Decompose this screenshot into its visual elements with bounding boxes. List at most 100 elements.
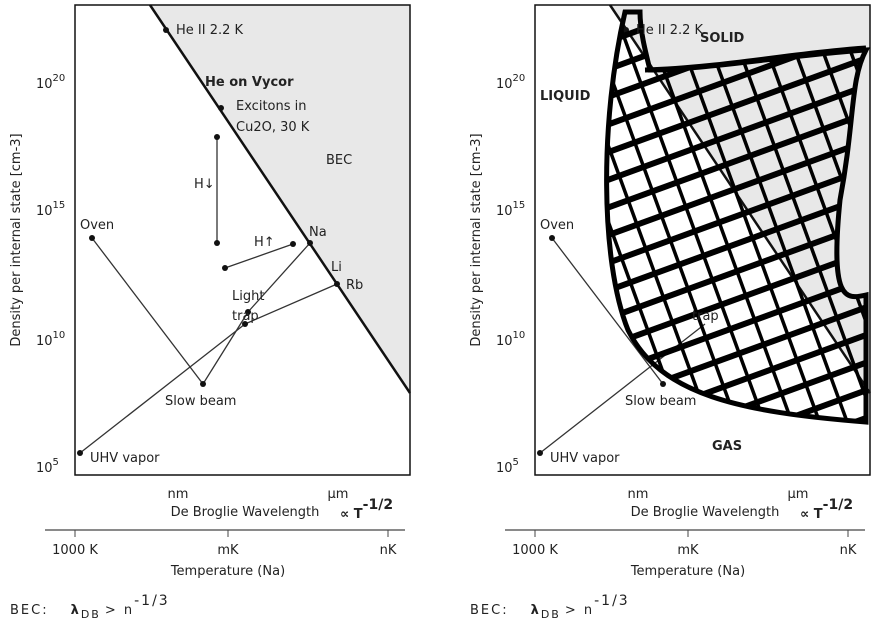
annotation: He on Vycor xyxy=(205,75,294,90)
tick-base: 10 xyxy=(36,334,53,349)
annotation: Slow beam xyxy=(625,394,696,409)
temp-axis-title: Temperature (Na) xyxy=(630,564,745,579)
annotation: UHV vapor xyxy=(550,451,620,466)
temp-tick-label: 1000 K xyxy=(52,543,98,558)
formula-sub: DB xyxy=(541,608,561,621)
tick-base: 10 xyxy=(496,204,513,219)
trajectory xyxy=(551,237,664,385)
superscript: -1/2 xyxy=(363,497,393,513)
annotation: trap xyxy=(232,309,259,324)
marker xyxy=(245,309,251,315)
prop-text: ∝ T xyxy=(800,507,823,522)
tick-base: 10 xyxy=(496,77,513,92)
marker xyxy=(549,235,555,241)
temp-tick-label: mK xyxy=(677,543,699,558)
y-tick-label: 1015 xyxy=(36,200,65,219)
x-label: µm xyxy=(328,487,349,502)
annotation: Oven xyxy=(540,218,574,233)
marker xyxy=(214,240,220,246)
tick-base: 10 xyxy=(496,461,513,476)
y-tick-label: 105 xyxy=(496,457,519,476)
formula-rhs: > n xyxy=(565,603,594,618)
annotation: SOLID xyxy=(700,31,745,46)
marker xyxy=(218,105,224,111)
marker xyxy=(77,450,83,456)
proportionality: ∝ T-1/2 xyxy=(340,497,393,522)
annotation: Excitons in xyxy=(236,99,306,114)
formula-rhs: > n xyxy=(105,603,134,618)
annotation: Light xyxy=(232,289,264,304)
trajectory xyxy=(247,242,311,313)
superscript: 5 xyxy=(513,457,519,468)
superscript: 20 xyxy=(513,73,526,84)
y-tick-label: 105 xyxy=(36,457,59,476)
annotation: H↓ xyxy=(194,177,215,192)
x-label: nm xyxy=(628,487,649,502)
marker xyxy=(307,240,313,246)
y-tick-label: 1010 xyxy=(496,330,525,349)
superscript: 10 xyxy=(513,330,526,341)
marker xyxy=(222,265,228,271)
x-axis-title: De Broglie Wavelength xyxy=(171,505,320,520)
temp-axis-title: Temperature (Na) xyxy=(170,564,285,579)
trajectory xyxy=(202,311,249,385)
formula-sub: DB xyxy=(81,608,101,621)
trajectory xyxy=(91,237,204,385)
superscript: -1/2 xyxy=(823,497,853,513)
y-axis-title: Density per internal state [cm-3] xyxy=(469,133,484,346)
temp-tick-label: nK xyxy=(840,543,857,558)
formula-lhs: BEC: xyxy=(10,603,49,618)
annotation: H↑ xyxy=(254,235,275,250)
trajectory xyxy=(79,323,246,454)
x-axis-title: De Broglie Wavelength xyxy=(631,505,780,520)
annotation: Cu2O, 30 K xyxy=(236,120,310,135)
x-label: nm xyxy=(168,487,189,502)
annotation: LIQUID xyxy=(540,89,591,104)
tick-base: 10 xyxy=(36,461,53,476)
y-tick-label: 1020 xyxy=(496,73,525,92)
tick-base: 10 xyxy=(36,204,53,219)
proportionality: ∝ T-1/2 xyxy=(800,497,853,522)
annotation: He II 2.2 K xyxy=(176,23,244,38)
superscript: -1/3 xyxy=(594,593,630,609)
plot-frame xyxy=(74,4,411,476)
annotation: BEC xyxy=(326,153,352,168)
tick-base: 10 xyxy=(496,334,513,349)
temp-tick-label: nK xyxy=(380,543,397,558)
superscript: 5 xyxy=(53,457,59,468)
annotation: Rb xyxy=(346,278,363,293)
annotation: trap xyxy=(692,309,719,324)
annotation: Slow beam xyxy=(165,394,236,409)
bec-boundary xyxy=(148,4,412,394)
boundary-stroke xyxy=(644,45,867,73)
marker xyxy=(660,381,666,387)
formula-lambda: λ xyxy=(531,603,541,618)
prop-text: ∝ T xyxy=(340,507,363,522)
superscript: 20 xyxy=(53,73,66,84)
temp-tick-label: mK xyxy=(217,543,239,558)
marker xyxy=(89,235,95,241)
marker xyxy=(214,134,220,140)
superscript: 15 xyxy=(513,200,526,211)
marker xyxy=(290,241,296,247)
annotation: Li xyxy=(331,260,342,275)
superscript: 15 xyxy=(53,200,66,211)
temp-tick-label: 1000 K xyxy=(512,543,558,558)
superscript: -1/3 xyxy=(134,593,170,609)
annotation: GAS xyxy=(712,439,742,454)
marker xyxy=(163,27,169,33)
marker xyxy=(334,281,340,287)
y-tick-label: 1010 xyxy=(36,330,65,349)
trajectory xyxy=(244,283,338,325)
formula: BEC: λDB > n-1/3 xyxy=(470,593,630,621)
plot-frame xyxy=(534,4,871,476)
annotation: Oven xyxy=(80,218,114,233)
annotation: UHV vapor xyxy=(90,451,160,466)
formula: BEC: λDB > n-1/3 xyxy=(10,593,170,621)
annotation: He II 2.2 K xyxy=(636,23,704,38)
marker xyxy=(242,321,248,327)
annotation: Na xyxy=(309,225,327,240)
